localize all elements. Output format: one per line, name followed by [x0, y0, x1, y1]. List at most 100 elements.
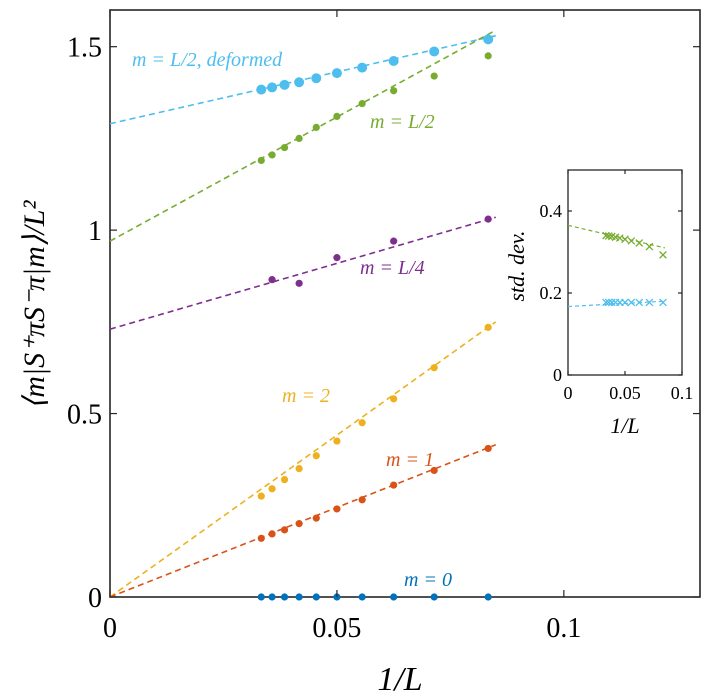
- main-point-m-2: [280, 476, 289, 484]
- main-fit-line-m-l-2: [109, 29, 497, 242]
- main-point-m-1: [295, 520, 303, 528]
- inset-point-m-l-2-deformed: [659, 298, 667, 307]
- main-point-m-0: [312, 593, 320, 601]
- series-label-deformed: m = L/2, deformed: [132, 49, 283, 71]
- main-point-m-2: [268, 485, 276, 493]
- y-axis-title: ⟨m|S⁺πS⁻π|m⟩/L²: [18, 200, 51, 410]
- inset-data-points: [602, 231, 667, 307]
- main-point-m-1: [430, 466, 438, 475]
- main-point-m-l-2: [430, 72, 438, 80]
- main-y-tick-label: 1: [88, 216, 102, 247]
- main-point-m-1: [257, 534, 265, 542]
- main-point-m-l-2-deformed: [294, 77, 305, 88]
- series-label-one: m = 1: [386, 449, 434, 471]
- inset-x-tick-label: 0: [564, 383, 573, 403]
- main-x-tick-label: 0.1: [546, 613, 581, 644]
- main-point-m-l-2-deformed: [311, 73, 322, 84]
- main-point-m-l-2: [268, 151, 276, 159]
- main-point-m-2: [295, 464, 303, 473]
- main-point-m-2: [358, 419, 366, 427]
- inset-y-tick-label: 0: [553, 365, 562, 385]
- inset-point-m-l-2-deformed: [604, 298, 613, 307]
- main-point-m-l-2: [257, 156, 265, 165]
- main-point-m-l-2: [484, 52, 492, 60]
- main-fit-line-m-l-4: [109, 216, 496, 330]
- main-point-m-l-2-deformed: [331, 68, 342, 79]
- inset-point-m-l-2: [627, 237, 636, 245]
- main-point-m-1: [484, 444, 492, 453]
- main-point-m-1: [358, 496, 366, 504]
- series-label-half: m = L/2: [370, 111, 435, 133]
- main-x-tick-label: 0.05: [312, 613, 361, 644]
- main-point-m-l-4: [484, 215, 492, 223]
- inset-point-m-l-2-deformed: [621, 298, 629, 307]
- main-point-m-l-2-deformed: [267, 82, 278, 93]
- inset-point-m-l-2: [645, 242, 654, 251]
- main-axis-ticks: 0 0.05 0.1 0 0.5 1 1.5: [67, 10, 700, 644]
- inset-point-m-l-2-deformed: [602, 298, 610, 307]
- main-point-m-l-2: [333, 112, 341, 120]
- main-point-m-0: [268, 593, 276, 601]
- main-point-m-1: [312, 514, 320, 522]
- inset-point-m-l-2: [621, 235, 629, 244]
- main-point-m-1: [280, 526, 289, 534]
- main-point-m-2: [390, 395, 398, 403]
- main-point-m-l-2-deformed: [256, 84, 267, 95]
- main-point-m-0: [358, 593, 366, 601]
- inset-point-m-l-2-deformed: [627, 298, 636, 307]
- main-point-m-0: [430, 593, 438, 601]
- series-label-quarter: m = L/4: [360, 257, 425, 279]
- main-y-tick-label: 0.5: [67, 400, 102, 431]
- inset-plot-frame: [567, 169, 683, 376]
- main-point-m-1: [268, 530, 276, 538]
- main-point-m-1: [333, 505, 341, 513]
- main-plot-frame: [109, 9, 701, 598]
- inset-y-axis-title: std. dev.: [504, 230, 529, 301]
- main-point-m-l-2-deformed: [357, 62, 368, 73]
- main-point-m-l-4: [295, 279, 303, 287]
- main-point-m-l-4: [390, 237, 398, 245]
- main-point-m-2: [484, 323, 492, 331]
- main-point-m-2: [257, 492, 265, 500]
- main-point-m-l-4: [268, 276, 276, 284]
- main-point-m-1: [390, 481, 398, 489]
- inset-point-m-l-2: [659, 251, 667, 259]
- inset-y-tick-label: 0.4: [540, 201, 563, 221]
- inset-y-tick-label: 0.2: [540, 283, 563, 303]
- inset-point-m-l-2-deformed: [635, 298, 644, 307]
- main-point-m-l-2: [390, 87, 398, 95]
- x-axis-title: 1/L: [377, 661, 422, 698]
- main-point-m-l-2-deformed: [483, 34, 494, 45]
- main-point-m-l-2-deformed: [388, 55, 399, 66]
- main-point-m-l-2: [295, 134, 303, 143]
- main-point-m-0: [484, 593, 492, 601]
- inset-x-tick-label: 0.05: [609, 383, 641, 403]
- inset-point-m-l-2-deformed: [645, 298, 654, 307]
- inset-x-tick-label: 0.1: [671, 383, 694, 403]
- main-point-m-0: [257, 593, 265, 601]
- main-point-m-l-2: [280, 143, 289, 152]
- main-point-m-2: [333, 437, 341, 445]
- main-y-tick-label: 1.5: [67, 33, 102, 64]
- main-point-m-0: [280, 593, 289, 601]
- main-point-m-0: [390, 593, 398, 601]
- main-point-m-l-2-deformed: [429, 46, 440, 57]
- main-y-tick-label: 0: [88, 583, 102, 614]
- main-fit-line-m-l-2-deformed: [109, 34, 496, 125]
- main-point-m-2: [312, 452, 320, 460]
- main-point-m-l-2-deformed: [279, 79, 290, 90]
- inset-point-m-l-2: [635, 239, 644, 247]
- main-data-points: [256, 34, 494, 601]
- inset-axis-ticks: 0 0.05 0.1 0 0.2 0.4: [540, 170, 694, 403]
- inset-plot-area: 0 0.05 0.1 0 0.2 0.4: [540, 169, 694, 403]
- main-point-m-l-4: [333, 254, 341, 262]
- inset-x-axis-title: 1/L: [610, 413, 639, 438]
- main-point-m-l-2: [312, 123, 320, 131]
- main-point-m-l-2: [358, 99, 366, 108]
- main-x-tick-label: 0: [103, 613, 117, 644]
- main-plot-area: 0 0.05 0.1 0 0.5 1 1.5: [67, 9, 701, 644]
- series-label-two: m = 2: [282, 385, 330, 407]
- main-point-m-0: [295, 593, 303, 601]
- main-point-m-2: [430, 364, 438, 372]
